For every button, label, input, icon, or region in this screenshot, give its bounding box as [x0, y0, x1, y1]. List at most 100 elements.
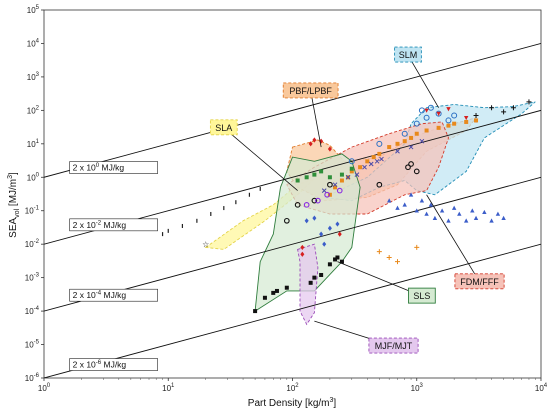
data-point: [489, 218, 494, 223]
data-point: [253, 309, 258, 314]
data-point: [339, 178, 344, 183]
data-point: [408, 161, 414, 167]
data-point: [349, 166, 354, 171]
data-point: [395, 259, 401, 265]
iso-lines: 2 x 100 MJ/kg 2 x 10-2 MJ/kg 2 x 10-4 MJ/k…: [44, 43, 541, 378]
x-tick-label: 100: [38, 383, 51, 393]
data-point: [446, 218, 451, 223]
data-point: [304, 218, 309, 224]
data-point: [446, 123, 451, 128]
x-tick-label: 104: [535, 383, 548, 393]
region-label-box: [408, 287, 436, 304]
iso-label-box: [69, 288, 158, 302]
plot-area: 2 x 100 MJ/kg 2 x 10-2 MJ/kg 2 x 10-4 MJ/k…: [43, 9, 542, 379]
y-tick-label: 101: [27, 139, 40, 149]
y-tick-label: 10-6: [25, 373, 40, 383]
data-point: [451, 205, 457, 210]
series-plus: [376, 244, 420, 265]
iso-label: 2 x 10-4 MJ/kg: [73, 290, 127, 300]
data-point: [374, 158, 380, 164]
data-point: [210, 211, 212, 216]
data-point: [409, 135, 414, 140]
leader-line: [407, 54, 439, 108]
data-point: [358, 165, 363, 170]
data-point: [377, 151, 382, 156]
data-point: [427, 104, 434, 111]
data-point: [303, 201, 310, 208]
data-point: [464, 119, 469, 124]
y-tick-label: 102: [27, 105, 40, 115]
data-point: [262, 295, 267, 300]
region-label-box: [209, 119, 238, 136]
data-point: [335, 255, 340, 260]
x-tick-label: 101: [162, 383, 175, 393]
data-point: [354, 172, 360, 177]
region-label: SLM: [399, 50, 418, 60]
data-point: [418, 107, 425, 114]
data-point: [386, 198, 392, 203]
data-point: [414, 131, 419, 136]
data-point: [424, 128, 429, 133]
data-point: [376, 181, 383, 188]
iso-line: 2 x 10-4 MJ/kg: [44, 176, 541, 312]
data-point: [401, 130, 408, 137]
x-tick-label: 102: [286, 383, 299, 393]
data-point: [312, 275, 317, 280]
data-point: [387, 145, 392, 150]
data-point: [336, 187, 343, 194]
data-point: [333, 185, 338, 190]
series-diamond: [304, 215, 340, 247]
series-triangle-down: [424, 107, 479, 123]
data-point: [419, 138, 425, 144]
series-square: [253, 255, 344, 314]
series-dash: [161, 186, 261, 237]
iso-label-box: [69, 218, 158, 232]
data-point: [424, 108, 429, 113]
data-point: [300, 244, 305, 251]
data-point: [423, 114, 430, 121]
y-tick-label: 10-4: [25, 306, 40, 316]
data-point: [335, 221, 340, 227]
data-point: [196, 218, 198, 223]
region-label: FDM/FFF: [460, 277, 499, 287]
data-point: [452, 121, 457, 126]
data-point: [510, 105, 516, 111]
region-label: MJF/MJT: [375, 341, 413, 351]
data-point: [322, 241, 327, 247]
region-label-box: [282, 82, 339, 99]
data-point: [327, 146, 332, 152]
data-point: [259, 186, 261, 191]
data-point: [295, 178, 300, 183]
data-point: [327, 175, 332, 180]
data-point: [167, 228, 169, 233]
data-point: [470, 208, 475, 213]
data-point: [223, 206, 225, 211]
series-circle: [303, 187, 343, 208]
data-point: [304, 175, 309, 180]
data-points: ☆: [161, 99, 532, 314]
iso-line-path: [44, 176, 541, 312]
data-point: [308, 141, 313, 147]
data-point: [386, 254, 392, 260]
data-point: [408, 144, 414, 150]
data-point: [315, 197, 321, 204]
data-point: [408, 192, 414, 197]
data-point: [294, 201, 301, 208]
data-point: [274, 288, 279, 293]
region-labels: SLA PBF/LPBF SLM FDM/FFF SLS MJF/MJT: [209, 46, 505, 354]
iso-label: 2 x 100 MJ/kg: [73, 163, 125, 173]
data-point: [473, 215, 479, 220]
series-circle-open: [348, 104, 458, 165]
data-point: [463, 218, 469, 223]
data-point: [283, 217, 290, 224]
iso-line-path: [44, 243, 541, 378]
leader-line: [310, 90, 322, 148]
data-point: [327, 225, 332, 231]
data-point: [332, 182, 338, 188]
region-label: SLS: [413, 291, 430, 301]
data-point: [436, 111, 441, 117]
data-point: [445, 117, 452, 124]
series-circle: [283, 161, 420, 224]
data-point: [376, 140, 383, 147]
series-x: [321, 138, 425, 193]
